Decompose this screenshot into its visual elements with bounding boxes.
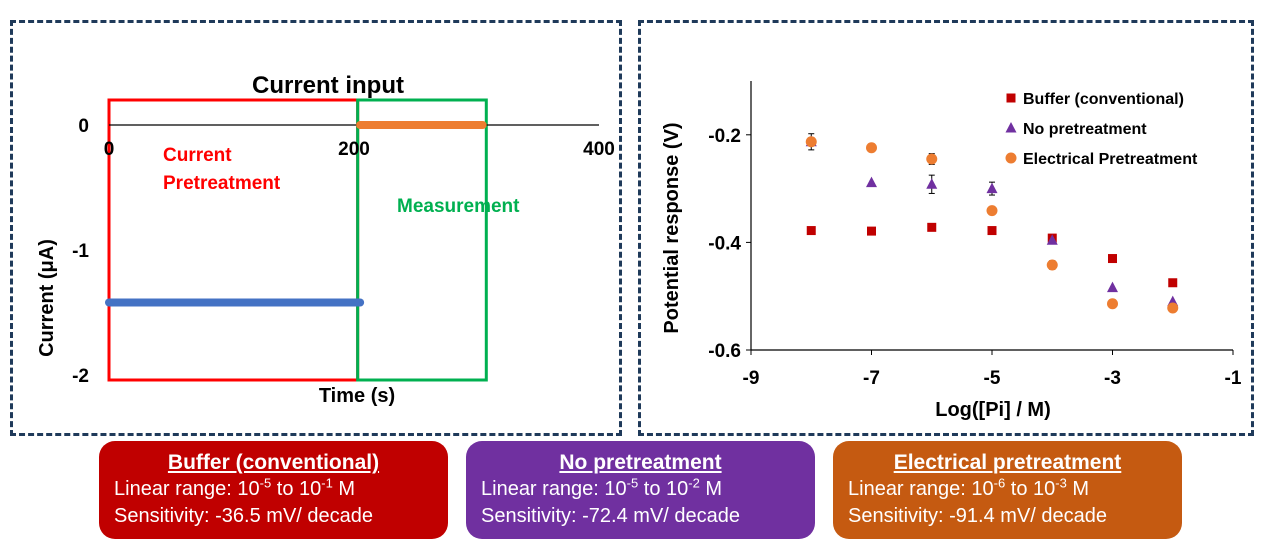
data-point-circle [805,136,817,148]
summary-title: Electrical pretreatment [893,451,1122,474]
summary-title: Buffer (conventional) [167,451,380,474]
region-label-measurement: Measurement [397,196,520,217]
current-input-panel: Current input 0 200 400 0 -1 -2 Current Pretre… [10,20,622,436]
data-point-square [806,226,816,236]
linear-range: Linear range: 10-5 to 10-1 M [114,475,356,500]
linear-range: Linear range: 10-5 to 10-2 M [481,475,723,500]
potential-response-panel: -9 -7 -5 -3 -1 -0.2 -0.4 -0.6 Buffer (conventio… [638,20,1254,436]
data-point-square [987,226,997,236]
region-label-pretreatment: Current Pretreatment [163,145,281,194]
legend-label: Electrical Pretreatment [1023,151,1198,168]
potential-response-chart: -9 -7 -5 -3 -1 -0.2 -0.4 -0.6 Buffer (conventio… [661,81,1242,421]
data-point-triangle [866,176,877,188]
data-point-circle [986,205,998,217]
x-axis-label: Log([Pi] / M) [935,399,1051,421]
legend-label: No pretreatment [1023,121,1147,138]
data-point-circle [866,142,877,154]
region-box [107,98,360,382]
data-point-triangle [986,182,998,194]
legend-label: Buffer (conventional) [1023,91,1184,108]
data-point-square [927,222,937,232]
linear-range: Linear range: 10-6 to 10-3 M [848,475,1090,500]
y-axis-label: Current (μA) [36,239,58,357]
y-tick-label: -1 [72,241,89,262]
data-point-circle [1046,259,1058,271]
data-point-triangle [926,178,938,189]
y-axis-label: Potential response (V) [661,122,683,333]
legend-marker-square [1006,93,1016,103]
x-tick-label: -7 [863,368,880,389]
x-axis-label: Time (s) [319,385,395,407]
x-tick-label: 0 [104,139,115,160]
sensitivity: Sensitivity: -91.4 mV/ decade [848,505,1108,527]
summary-box-electrical-pretreatment: Electrical pretreatment Linear range: 10… [833,441,1182,539]
sensitivity: Sensitivity: -36.5 mV/ decade [114,505,374,527]
x-tick-label: -1 [1225,368,1242,389]
data-point-square [867,226,876,236]
legend-marker-triangle [1005,122,1017,133]
y-tick-label: -0.4 [708,233,741,254]
data-point-circle [926,153,938,165]
x-tick-label: -5 [984,368,1001,389]
data-point-square [1168,278,1178,288]
summary-box-no-pretreatment: No pretreatment Linear range: 10-5 to 10… [466,441,815,539]
y-tick-label: -0.2 [708,126,741,147]
chart-title: Current input [252,72,404,99]
data-point-square [1108,254,1117,264]
y-tick-label: -2 [72,366,89,387]
x-tick-label: 400 [583,139,615,160]
sensitivity: Sensitivity: -72.4 mV/ decade [481,505,741,527]
data-point-circle [1167,302,1179,314]
summary-box-buffer: Buffer (conventional) Linear range: 10-5… [99,441,448,539]
data-point-triangle [1107,281,1118,293]
data-point-triangle [1046,234,1058,245]
x-tick-label: -9 [743,368,760,389]
x-tick-label: 200 [338,139,370,160]
region-box [356,98,488,382]
current-input-chart: Current input 0 200 400 0 -1 -2 Current Pretre… [36,72,615,407]
y-tick-label: -0.6 [708,341,741,362]
y-tick-label: 0 [78,116,89,137]
legend-marker-circle [1005,152,1017,164]
summary-title: No pretreatment [559,451,722,474]
data-point-circle [1107,298,1118,310]
x-tick-label: -3 [1104,368,1121,389]
